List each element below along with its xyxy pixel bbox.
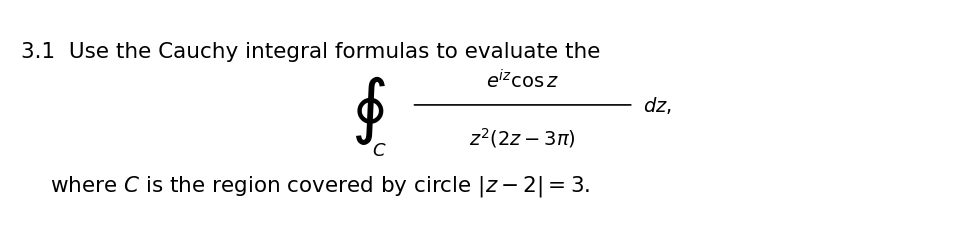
Text: $e^{iz} \cos z$: $e^{iz} \cos z$ [486, 69, 560, 92]
Text: $C$: $C$ [373, 142, 387, 160]
Text: where $C$ is the region covered by circle $|z - 2| = 3.$: where $C$ is the region covered by circl… [49, 173, 590, 198]
Text: 3.1  Use the Cauchy integral formulas to evaluate the: 3.1 Use the Cauchy integral formulas to … [20, 42, 600, 62]
Text: $dz,$: $dz,$ [644, 95, 672, 116]
Text: $z^2(2z - 3\pi)$: $z^2(2z - 3\pi)$ [469, 125, 576, 149]
Text: $\oint$: $\oint$ [350, 74, 385, 146]
